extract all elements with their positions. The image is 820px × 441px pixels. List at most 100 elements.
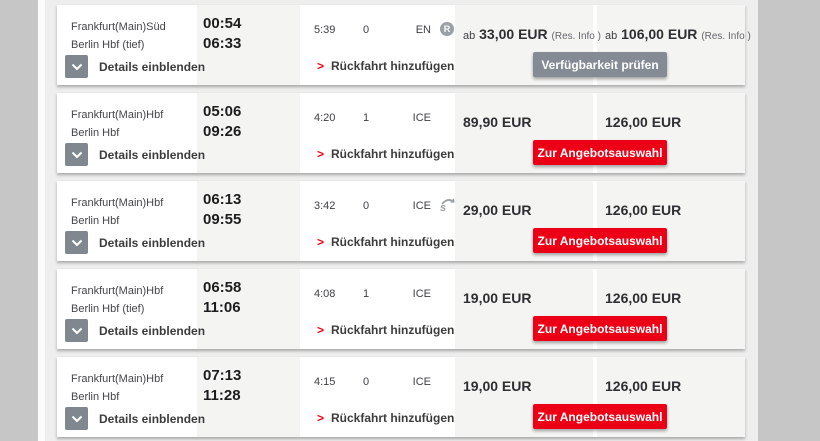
changes-count: 0 — [363, 200, 370, 212]
duration: 3:42 — [314, 200, 336, 212]
results-list: Frankfurt(Main)Süd Berlin Hbf (tief) 00:… — [45, 0, 758, 437]
add-return-label: Rückfahrt hinzufügen — [331, 235, 455, 249]
departure-station: Frankfurt(Main)Hbf — [71, 285, 164, 297]
price-right-note: (Res. Info ) — [701, 31, 751, 42]
duration: 4:20 — [314, 112, 336, 124]
price-right-amount: 106,00 EUR — [621, 26, 698, 42]
arrival-station: Berlin Hbf — [71, 127, 120, 139]
add-return-link[interactable]: > Rückfahrt hinzufügen — [317, 323, 454, 337]
times-column-background — [197, 93, 300, 173]
connection-row: Frankfurt(Main)Süd Berlin Hbf (tief) 00:… — [57, 5, 751, 85]
price-left: 89,90 EUR — [463, 114, 531, 130]
details-toggle-button[interactable]: Details einblenden — [65, 319, 205, 342]
red-arrow-icon: > — [317, 59, 325, 73]
chevron-down-icon — [65, 407, 88, 430]
departure-time: 06:58 — [203, 279, 242, 296]
price-left: 19,00 EUR — [463, 290, 531, 306]
train-products: ICE — [412, 376, 431, 388]
times-column-background — [197, 5, 300, 85]
arrival-time: 09:26 — [203, 123, 242, 140]
price-left-prefix: ab — [463, 30, 476, 42]
chevron-down-icon — [65, 319, 88, 342]
times-column-background — [197, 269, 300, 349]
departure-station: Frankfurt(Main)Süd — [71, 21, 166, 33]
action-button[interactable]: Zur Angebotsauswahl — [533, 140, 667, 165]
times: 06:13 09:55 — [203, 190, 241, 230]
arrival-time: 11:28 — [203, 387, 241, 404]
add-return-link[interactable]: > Rückfahrt hinzufügen — [317, 147, 454, 161]
times-column-background — [197, 181, 300, 261]
departure-time: 06:13 — [203, 191, 242, 208]
details-toggle-button[interactable]: Details einblenden — [65, 143, 205, 166]
price-left-note: (Res. Info ) — [551, 31, 601, 42]
details-toggle-label: Details einblenden — [99, 147, 206, 162]
price-left: 19,00 EUR — [463, 378, 531, 394]
stations: Frankfurt(Main)Hbf Berlin Hbf — [71, 194, 163, 230]
chevron-down-icon — [65, 55, 88, 78]
price-left: 29,00 EUR — [463, 202, 531, 218]
details-toggle-label: Details einblenden — [99, 323, 206, 338]
results-page: Frankfurt(Main)Süd Berlin Hbf (tief) 00:… — [38, 0, 758, 441]
add-return-label: Rückfahrt hinzufügen — [331, 411, 455, 425]
price-right-prefix: ab — [605, 30, 618, 42]
add-return-link[interactable]: > Rückfahrt hinzufügen — [317, 411, 454, 425]
departure-station: Frankfurt(Main)Hbf — [71, 373, 164, 385]
action-button[interactable]: Verfügbarkeit prüfen — [533, 52, 667, 77]
details-toggle-label: Details einblenden — [99, 59, 206, 74]
reservation-icon: R — [440, 22, 454, 36]
chevron-down-icon — [65, 231, 88, 254]
stations: Frankfurt(Main)Hbf Berlin Hbf — [71, 370, 163, 406]
price-right: 126,00 EUR — [605, 114, 681, 130]
stations: Frankfurt(Main)Hbf Berlin Hbf — [71, 106, 163, 142]
action-button[interactable]: Zur Angebotsauswahl — [533, 404, 667, 429]
add-return-label: Rückfahrt hinzufügen — [331, 147, 455, 161]
details-toggle-label: Details einblenden — [99, 235, 206, 250]
changes-count: 1 — [363, 288, 370, 300]
departure-station: Frankfurt(Main)Hbf — [71, 197, 164, 209]
connection-row: Frankfurt(Main)Hbf Berlin Hbf 06:13 09:5… — [57, 181, 745, 261]
train-products: ICE — [412, 200, 431, 212]
price-left: ab 33,00 EUR (Res. Info ) — [463, 26, 601, 42]
changes-count: 1 — [363, 112, 370, 124]
red-arrow-icon: > — [317, 235, 325, 249]
arrival-time: 06:33 — [203, 35, 242, 52]
action-button[interactable]: Zur Angebotsauswahl — [533, 316, 667, 341]
arrival-station: Berlin Hbf (tief) — [71, 303, 145, 315]
arrival-time: 09:55 — [203, 211, 242, 228]
add-return-label: Rückfahrt hinzufügen — [331, 59, 455, 73]
times: 05:06 09:26 — [203, 102, 241, 142]
changes-count: 0 — [363, 376, 370, 388]
details-toggle-button[interactable]: Details einblenden — [65, 231, 205, 254]
add-return-link[interactable]: > Rückfahrt hinzufügen — [317, 235, 454, 249]
add-return-link[interactable]: > Rückfahrt hinzufügen — [317, 59, 454, 73]
details-toggle-button[interactable]: Details einblenden — [65, 55, 205, 78]
price-left-amount: 19,00 EUR — [463, 290, 532, 306]
svg-text:s: s — [440, 202, 446, 213]
departure-station: Frankfurt(Main)Hbf — [71, 109, 164, 121]
connection-row: Frankfurt(Main)Hbf Berlin Hbf 07:13 11:2… — [57, 357, 745, 437]
action-button[interactable]: Zur Angebotsauswahl — [533, 228, 667, 253]
stations: Frankfurt(Main)Süd Berlin Hbf (tief) — [71, 18, 166, 54]
details-toggle-button[interactable]: Details einblenden — [65, 407, 205, 430]
times: 06:58 11:06 — [203, 278, 241, 318]
times-column-background — [197, 357, 300, 437]
train-products: EN — [415, 24, 431, 36]
train-products: ICE — [412, 288, 431, 300]
red-arrow-icon: > — [317, 411, 325, 425]
price-left-amount: 89,90 EUR — [463, 114, 532, 130]
arrival-station: Berlin Hbf — [71, 391, 120, 403]
duration: 4:08 — [314, 288, 336, 300]
connection-row: Frankfurt(Main)Hbf Berlin Hbf (tief) 06:… — [57, 269, 745, 349]
connection-row: Frankfurt(Main)Hbf Berlin Hbf 05:06 09:2… — [57, 93, 745, 173]
price-right: 126,00 EUR — [605, 202, 681, 218]
times: 00:54 06:33 — [203, 14, 241, 54]
duration: 5:39 — [314, 24, 336, 36]
price-left-amount: 19,00 EUR — [463, 378, 532, 394]
train-products: ICE — [412, 112, 431, 124]
arrival-station: Berlin Hbf (tief) — [71, 39, 145, 51]
details-toggle-label: Details einblenden — [99, 411, 206, 426]
arrival-station: Berlin Hbf — [71, 215, 120, 227]
price-right-amount: 126,00 EUR — [605, 290, 682, 306]
price-left-amount: 33,00 EUR — [479, 26, 548, 42]
times: 07:13 11:28 — [203, 366, 241, 406]
